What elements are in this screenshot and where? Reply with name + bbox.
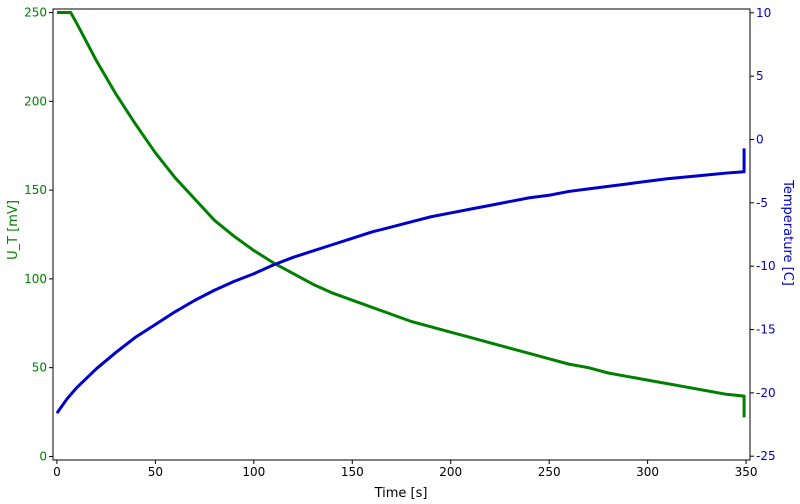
y-left-tick-label: 0 — [39, 449, 47, 463]
y-right-tick-label: -5 — [756, 196, 768, 210]
y-right-tick-label: -10 — [756, 259, 776, 273]
y-axis-right-title: Temperature [C] — [780, 179, 795, 286]
y-left-tick-label: 150 — [24, 183, 47, 197]
y-right-tick-label: 10 — [756, 6, 771, 20]
y-right-tick-label: 0 — [756, 132, 764, 146]
x-tick-label: 350 — [735, 465, 758, 479]
x-tick-label: 100 — [242, 465, 265, 479]
x-axis-title: Time [s] — [374, 486, 428, 501]
x-tick-label: 200 — [439, 465, 462, 479]
y-left-tick-label: 200 — [24, 94, 47, 108]
y-left-tick-label: 250 — [24, 6, 47, 20]
series-line-voltage — [56, 11, 746, 418]
series-line-temperature — [55, 148, 746, 414]
plot-area — [52, 8, 751, 461]
x-tick-label: 300 — [636, 465, 659, 479]
y-right-tick-label: -20 — [756, 386, 776, 400]
x-tick-label: 50 — [148, 465, 163, 479]
y-right-tick-label: -25 — [756, 449, 776, 463]
x-tick-label: 250 — [538, 465, 561, 479]
y-axis-left-title: U_T [mV] — [6, 200, 21, 260]
x-tick-label: 150 — [341, 465, 364, 479]
x-tick-label: 0 — [53, 465, 61, 479]
y-right-tick-label: -15 — [756, 323, 776, 337]
series-layer — [55, 11, 746, 418]
y-left-tick-label: 100 — [24, 272, 47, 286]
axes-layer: 0 50 100 150 200 250 300 350050100150200250-25-… — [24, 6, 776, 479]
y-left-tick-label: 50 — [32, 361, 47, 375]
y-right-tick-label: 5 — [756, 69, 764, 83]
